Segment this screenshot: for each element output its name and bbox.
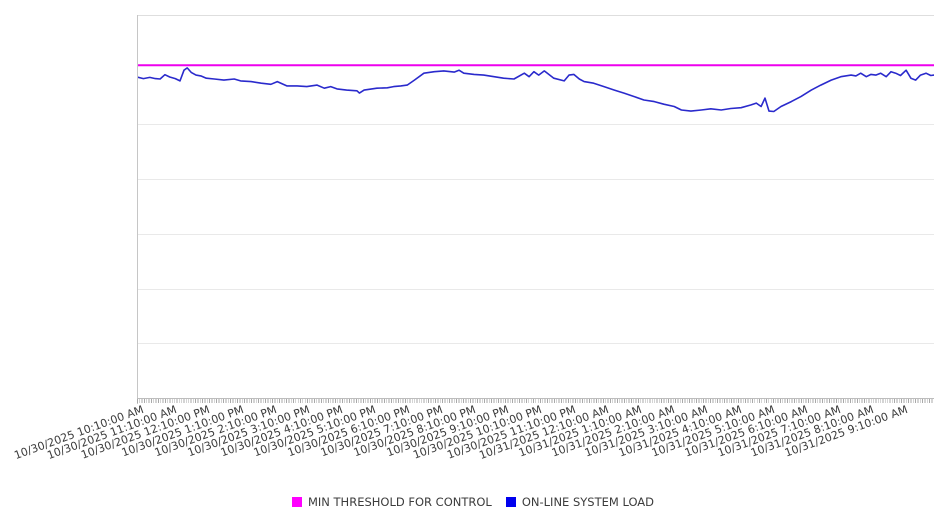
legend-item-online-load: ON-LINE SYSTEM LOAD [505, 495, 655, 509]
gridline [137, 124, 934, 126]
online-system-load-line [137, 67, 934, 113]
min-threshold-swatch-icon [291, 497, 302, 507]
gridline [137, 233, 934, 235]
gridline [137, 288, 934, 290]
series-layer [137, 64, 934, 113]
x-axis-line [137, 398, 934, 399]
gridline [137, 15, 934, 16]
gridline [137, 179, 934, 181]
y-axis-line [137, 15, 138, 404]
legend-item-min-threshold: MIN THRESHOLD FOR CONTROL [291, 495, 492, 509]
legend-label-online-load: ON-LINE SYSTEM LOAD [521, 495, 655, 509]
legend-label-min-threshold: MIN THRESHOLD FOR CONTROL [307, 495, 492, 509]
online-load-swatch-icon [505, 497, 516, 507]
plot-area [137, 15, 934, 398]
chart-legend: MIN THRESHOLD FOR CONTROL ON-LINE SYSTEM… [0, 495, 946, 509]
x-axis-minor-ticks [137, 399, 934, 403]
gridline [137, 343, 934, 345]
